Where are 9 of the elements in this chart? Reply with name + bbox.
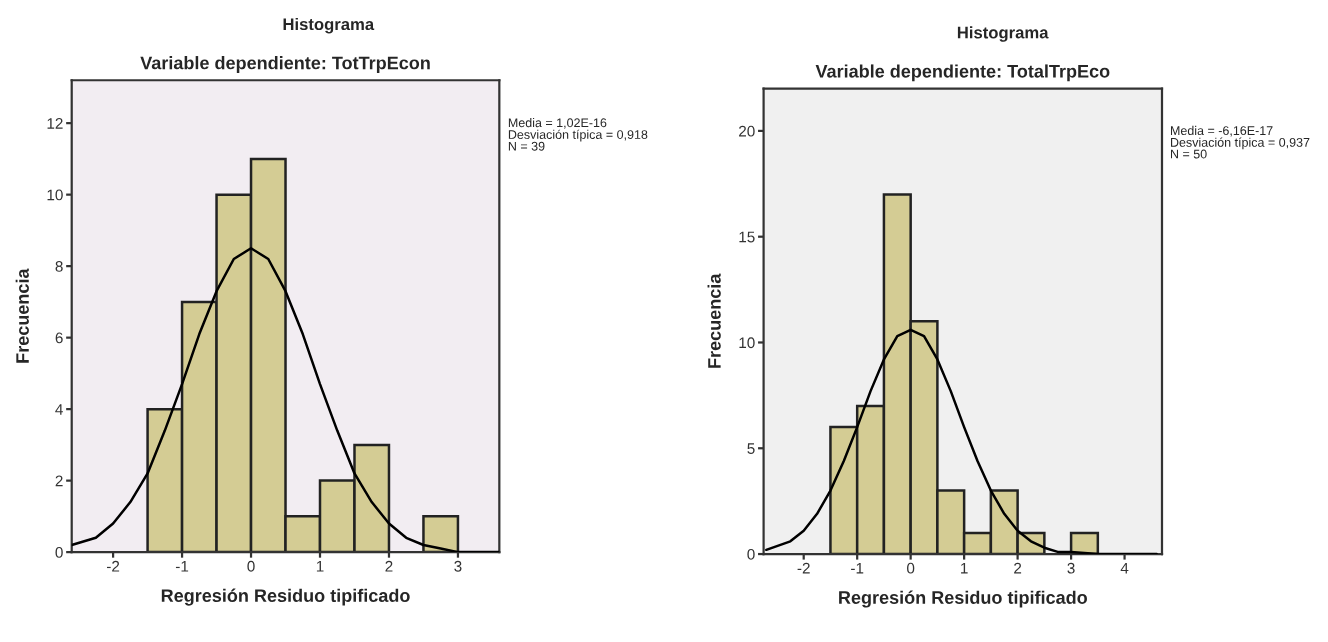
x-axis-title: Regresión Residuo tipificado	[161, 588, 410, 606]
chart-title: Histograma	[283, 17, 375, 34]
chart-subtitle: Variable dependiente: TotTrpEcon	[140, 56, 430, 73]
y-axis-title: Frecuencia	[707, 273, 721, 368]
chart-subtitle: Variable dependiente: TotalTrpEco	[815, 64, 1110, 82]
line-series	[765, 328, 1158, 555]
chart-title: Histograma	[957, 26, 1049, 42]
x-axis-title: Regresión Residuo tipificado	[839, 590, 1087, 608]
y-axis-title: Frecuencia	[15, 268, 29, 363]
